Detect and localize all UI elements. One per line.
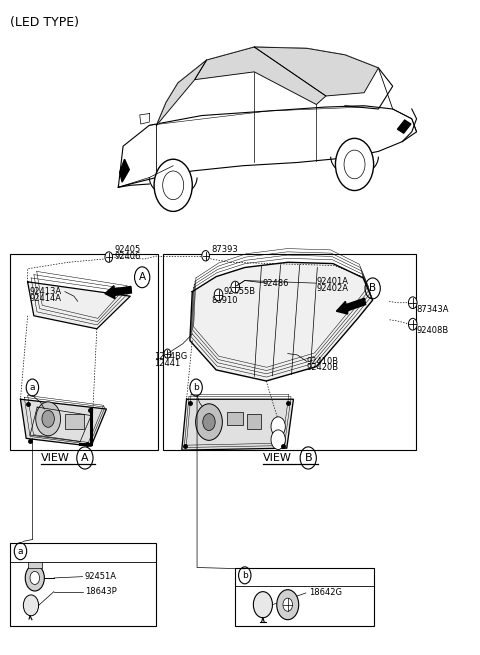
Circle shape — [24, 595, 38, 616]
Circle shape — [214, 289, 223, 301]
Text: A: A — [139, 272, 146, 282]
FancyArrow shape — [105, 286, 132, 299]
Text: 92414A: 92414A — [29, 293, 61, 303]
Circle shape — [164, 349, 171, 358]
Polygon shape — [28, 282, 130, 329]
Circle shape — [105, 252, 113, 262]
Circle shape — [277, 590, 299, 620]
Polygon shape — [118, 105, 417, 187]
Text: 92405: 92405 — [115, 245, 141, 253]
Text: b: b — [242, 571, 248, 580]
Text: a: a — [18, 547, 23, 555]
Polygon shape — [190, 262, 372, 381]
Text: a: a — [30, 383, 35, 392]
Circle shape — [42, 410, 54, 427]
Polygon shape — [120, 159, 129, 182]
Text: 92406: 92406 — [115, 252, 141, 261]
Circle shape — [196, 404, 222, 440]
Bar — [235, 567, 373, 626]
Text: 92455B: 92455B — [223, 287, 255, 296]
Text: VIEW: VIEW — [263, 453, 292, 463]
Text: VIEW: VIEW — [40, 453, 70, 463]
Text: 1244BG: 1244BG — [154, 352, 187, 362]
Bar — [10, 543, 156, 626]
Text: 92410B: 92410B — [307, 357, 339, 366]
Text: 92408B: 92408B — [417, 326, 449, 335]
Bar — [28, 562, 42, 567]
Text: 18642G: 18642G — [309, 588, 342, 597]
Polygon shape — [182, 400, 293, 450]
Text: B: B — [369, 284, 376, 293]
Text: 92401A: 92401A — [316, 277, 348, 286]
Circle shape — [202, 251, 209, 261]
Circle shape — [154, 159, 192, 212]
Text: 92420B: 92420B — [307, 364, 339, 373]
Bar — [227, 412, 243, 425]
Bar — [163, 254, 416, 450]
Text: A: A — [81, 453, 89, 463]
Polygon shape — [156, 60, 206, 125]
Text: 92451A: 92451A — [85, 572, 117, 581]
Text: b: b — [193, 383, 199, 392]
Circle shape — [408, 318, 417, 330]
Polygon shape — [21, 400, 107, 446]
Polygon shape — [156, 47, 393, 125]
Circle shape — [231, 281, 240, 293]
Text: B: B — [304, 453, 312, 463]
Polygon shape — [195, 47, 326, 104]
Text: 87343A: 87343A — [417, 305, 449, 314]
Circle shape — [253, 591, 273, 618]
Polygon shape — [254, 47, 378, 96]
Bar — [10, 254, 158, 450]
Circle shape — [271, 430, 285, 449]
Polygon shape — [140, 113, 149, 124]
Text: 92486: 92486 — [263, 278, 289, 288]
Circle shape — [283, 598, 292, 611]
Text: 12441: 12441 — [154, 359, 180, 368]
Circle shape — [336, 138, 373, 191]
Text: 86910: 86910 — [211, 295, 238, 305]
Circle shape — [30, 571, 39, 584]
Text: (LED TYPE): (LED TYPE) — [10, 16, 79, 29]
Text: 18643P: 18643P — [85, 587, 117, 596]
Bar — [65, 414, 84, 428]
Circle shape — [203, 413, 215, 430]
Circle shape — [271, 417, 285, 436]
FancyArrow shape — [336, 298, 366, 314]
Circle shape — [408, 297, 417, 309]
Bar — [247, 414, 261, 428]
Circle shape — [25, 565, 44, 591]
Text: 87393: 87393 — [211, 245, 238, 253]
Polygon shape — [397, 120, 411, 133]
Circle shape — [36, 402, 60, 436]
Text: 92402A: 92402A — [316, 284, 348, 293]
Text: 92413A: 92413A — [29, 287, 61, 296]
